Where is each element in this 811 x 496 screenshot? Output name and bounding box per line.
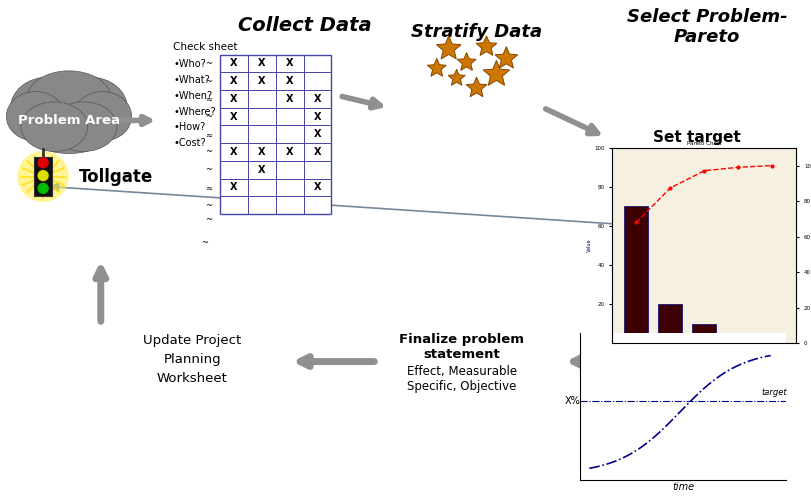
Text: X: X [230, 76, 238, 86]
Text: ≈: ≈ [204, 94, 212, 103]
Text: X: X [286, 94, 294, 104]
Text: ~: ~ [204, 147, 212, 156]
Ellipse shape [52, 77, 127, 139]
Text: •Where?: •Where? [174, 107, 216, 117]
Text: ~: ~ [204, 76, 212, 86]
Text: ~: ~ [204, 215, 212, 224]
Text: X: X [314, 183, 321, 192]
Polygon shape [483, 61, 509, 85]
Circle shape [38, 184, 48, 193]
Text: Set target: Set target [654, 129, 741, 145]
Text: ~: ~ [204, 165, 212, 174]
Text: Stratify Data: Stratify Data [411, 23, 542, 41]
Ellipse shape [19, 87, 119, 154]
Text: ≈: ≈ [204, 130, 212, 139]
Polygon shape [436, 36, 461, 59]
Bar [34, 157, 52, 196]
Text: X: X [230, 147, 238, 157]
Text: •What?: •What? [174, 75, 210, 85]
Text: X: X [314, 129, 321, 139]
Ellipse shape [73, 92, 131, 141]
Text: •How?: •How? [174, 123, 206, 132]
Polygon shape [457, 53, 476, 70]
Text: Tollgate: Tollgate [79, 168, 153, 186]
Text: X: X [230, 59, 238, 68]
Polygon shape [466, 77, 487, 97]
Text: Finalize problem
statement: Finalize problem statement [399, 333, 524, 361]
Text: •Cost?: •Cost? [174, 138, 206, 148]
Text: Effect, Measurable
Specific, Objective: Effect, Measurable Specific, Objective [406, 365, 517, 393]
Text: X: X [314, 147, 321, 157]
Text: ~: ~ [204, 200, 212, 210]
Text: ~: ~ [204, 59, 212, 68]
Text: X: X [230, 94, 238, 104]
Text: X: X [286, 59, 294, 68]
Ellipse shape [11, 77, 86, 139]
Text: Select Problem-
Pareto: Select Problem- Pareto [627, 7, 787, 46]
Circle shape [38, 158, 48, 168]
Text: X: X [230, 112, 238, 122]
Polygon shape [427, 59, 446, 76]
Bar [220, 55, 332, 214]
Text: ~: ~ [204, 112, 212, 121]
Text: Collect Data: Collect Data [238, 15, 371, 35]
Text: ≈: ≈ [204, 183, 212, 192]
Text: X: X [258, 59, 265, 68]
Ellipse shape [28, 71, 111, 124]
Text: X: X [258, 165, 265, 175]
Text: X: X [258, 76, 265, 86]
Text: X: X [230, 183, 238, 192]
Circle shape [38, 171, 48, 181]
Text: ~: ~ [200, 238, 208, 247]
Ellipse shape [6, 92, 65, 141]
Text: X: X [314, 112, 321, 122]
Text: Update Project
Planning
Worksheet: Update Project Planning Worksheet [143, 334, 242, 385]
Text: •Who?: •Who? [174, 60, 206, 69]
Text: Problem Area: Problem Area [18, 114, 120, 127]
Polygon shape [476, 36, 497, 56]
Text: X: X [286, 147, 294, 157]
Text: Check sheet: Check sheet [174, 42, 238, 52]
Polygon shape [495, 47, 517, 68]
Text: X: X [286, 76, 294, 86]
Text: X: X [258, 147, 265, 157]
Ellipse shape [21, 102, 88, 151]
Ellipse shape [17, 151, 69, 202]
Polygon shape [448, 69, 466, 85]
Text: X: X [314, 94, 321, 104]
Ellipse shape [50, 102, 117, 151]
Text: •When?: •When? [174, 91, 212, 101]
